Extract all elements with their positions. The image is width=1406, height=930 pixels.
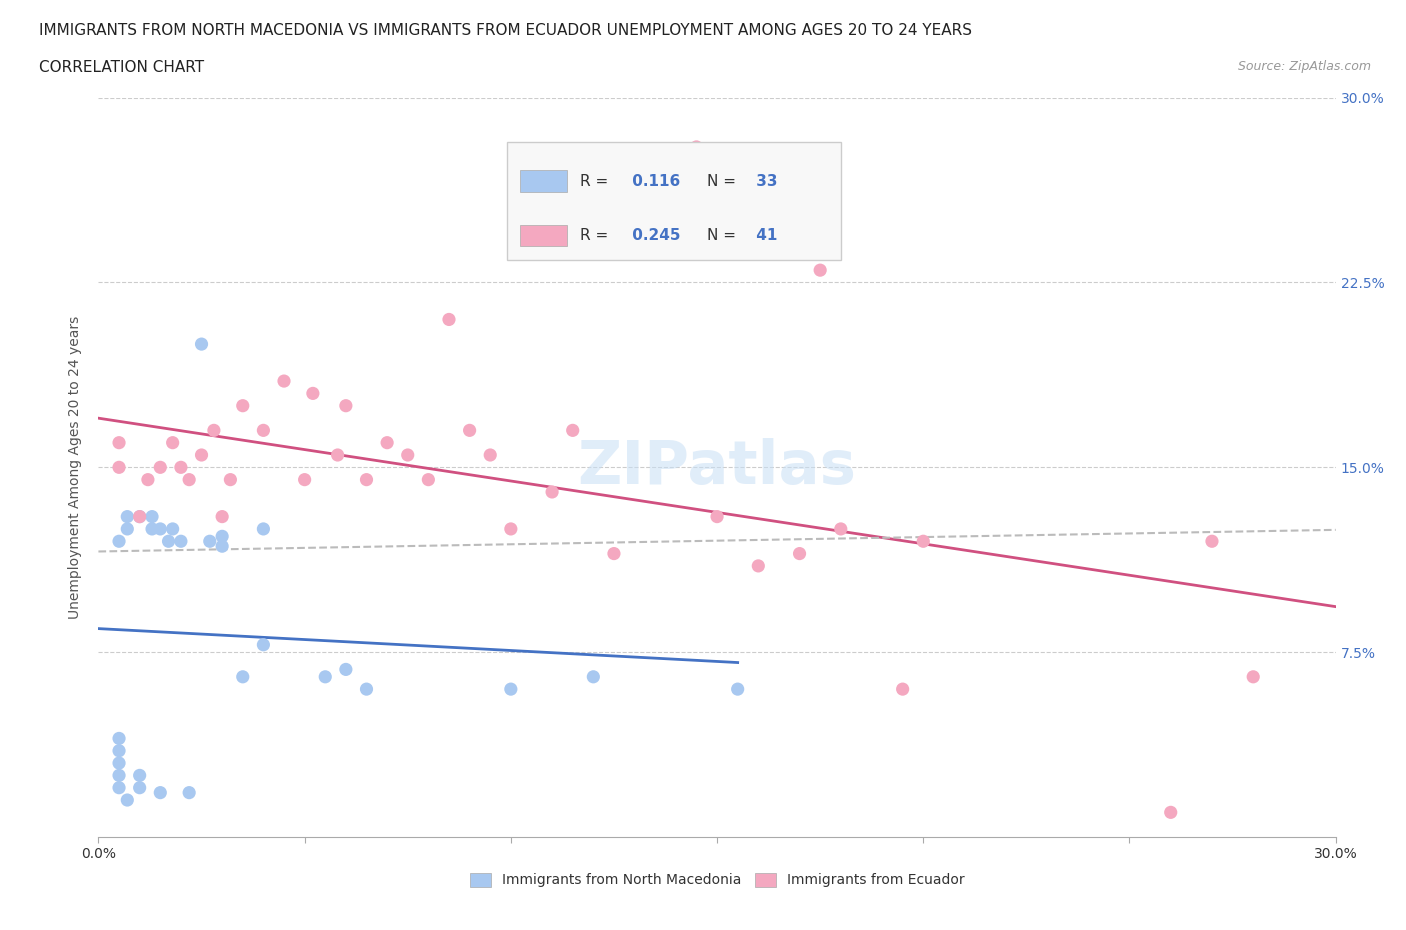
Point <box>170 460 193 474</box>
Point <box>128 510 150 525</box>
Legend: Immigrants from North Macedonia, Immigrants from Ecuador: Immigrants from North Macedonia, Immigra… <box>464 867 970 893</box>
Point <box>162 435 184 450</box>
Point <box>162 522 184 537</box>
Point <box>1160 805 1182 820</box>
Point <box>603 546 626 561</box>
Point <box>356 472 378 487</box>
Point <box>117 522 139 537</box>
Point <box>128 510 150 525</box>
Point <box>141 510 163 525</box>
Point <box>108 768 131 783</box>
Point <box>706 510 728 525</box>
Point <box>232 670 254 684</box>
Point <box>108 460 131 474</box>
Point <box>294 472 316 487</box>
Text: R =: R = <box>581 228 609 243</box>
Point <box>179 472 201 487</box>
Point <box>108 780 131 795</box>
Point <box>128 780 150 795</box>
Point <box>108 435 131 450</box>
Text: ZIPatlas: ZIPatlas <box>578 438 856 497</box>
Point <box>149 460 172 474</box>
Point <box>499 682 522 697</box>
Point <box>326 447 349 462</box>
Point <box>335 662 357 677</box>
Point <box>252 637 274 652</box>
Text: CORRELATION CHART: CORRELATION CHART <box>39 60 204 75</box>
Text: R =: R = <box>581 174 609 189</box>
Text: 0.116: 0.116 <box>627 174 681 189</box>
Point <box>108 731 131 746</box>
Point <box>273 374 295 389</box>
Point <box>1241 670 1264 684</box>
Point <box>190 447 212 462</box>
Point <box>582 670 605 684</box>
Point <box>198 534 221 549</box>
Point <box>170 534 193 549</box>
Point <box>232 398 254 413</box>
Point <box>912 534 935 549</box>
Point <box>211 510 233 525</box>
Point <box>830 522 852 537</box>
Point <box>437 312 460 327</box>
Point <box>561 423 583 438</box>
Point <box>117 510 139 525</box>
Point <box>747 558 769 573</box>
Text: N =: N = <box>707 228 737 243</box>
Point <box>108 755 131 770</box>
Point <box>314 670 336 684</box>
Point <box>499 522 522 537</box>
Y-axis label: Unemployment Among Ages 20 to 24 years: Unemployment Among Ages 20 to 24 years <box>69 315 83 619</box>
FancyBboxPatch shape <box>506 142 841 260</box>
Text: 41: 41 <box>751 228 778 243</box>
Point <box>335 398 357 413</box>
Point <box>418 472 440 487</box>
Point <box>356 682 378 697</box>
Point <box>375 435 398 450</box>
Text: 33: 33 <box>751 174 778 189</box>
Text: IMMIGRANTS FROM NORTH MACEDONIA VS IMMIGRANTS FROM ECUADOR UNEMPLOYMENT AMONG AG: IMMIGRANTS FROM NORTH MACEDONIA VS IMMIG… <box>39 23 973 38</box>
Point <box>108 534 131 549</box>
Point <box>219 472 242 487</box>
Point <box>458 423 481 438</box>
Point <box>136 472 159 487</box>
Text: Source: ZipAtlas.com: Source: ZipAtlas.com <box>1237 60 1371 73</box>
Point <box>179 785 201 800</box>
Point <box>727 682 749 697</box>
Point <box>149 522 172 537</box>
Point <box>149 785 172 800</box>
Point <box>117 792 139 807</box>
Point <box>479 447 502 462</box>
Point <box>108 743 131 758</box>
Point <box>157 534 180 549</box>
Point <box>891 682 914 697</box>
Point <box>685 140 707 154</box>
FancyBboxPatch shape <box>520 225 567 246</box>
Point <box>252 522 274 537</box>
FancyBboxPatch shape <box>520 170 567 192</box>
Point <box>211 538 233 553</box>
Point <box>202 423 225 438</box>
Point <box>190 337 212 352</box>
Point <box>128 768 150 783</box>
Point <box>1201 534 1223 549</box>
Point <box>808 262 831 277</box>
Point <box>396 447 419 462</box>
Point <box>541 485 564 499</box>
Point <box>302 386 325 401</box>
Text: N =: N = <box>707 174 737 189</box>
Point <box>211 529 233 544</box>
Point <box>789 546 811 561</box>
Point <box>141 522 163 537</box>
Text: 0.245: 0.245 <box>627 228 681 243</box>
Point <box>252 423 274 438</box>
